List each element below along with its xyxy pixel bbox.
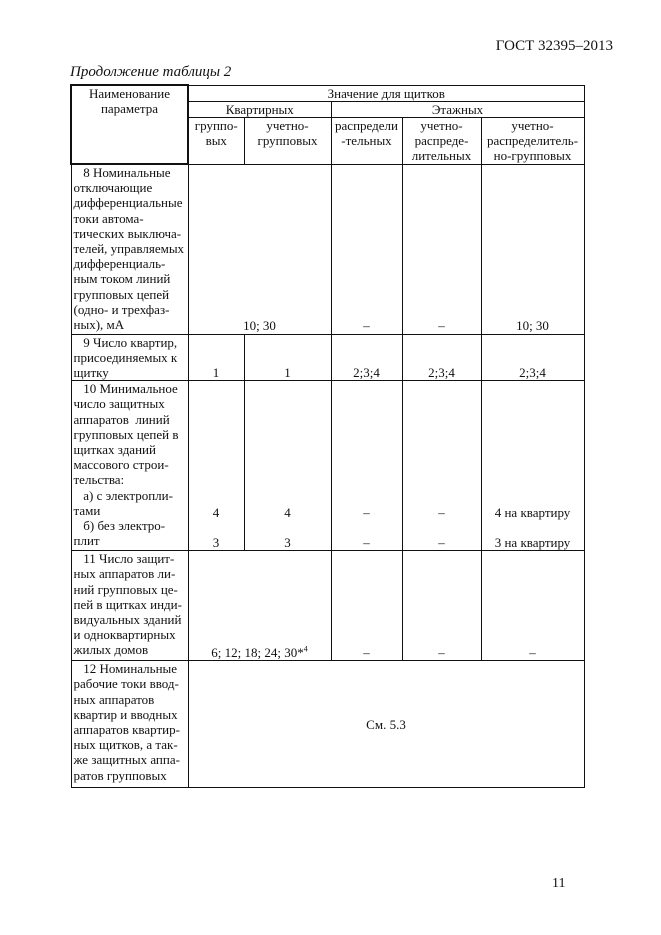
table-row: 11 Число защит- ных аппаратов ли- ний гр… — [70, 550, 585, 662]
footnote-ref: 4 — [303, 644, 308, 654]
header-col: учетно- распреде- лительных — [401, 116, 482, 165]
row-param: 10 Минимальное число защитных аппаратов … — [70, 380, 189, 552]
table-row: 10 Минимальное число защитных аппаратов … — [70, 380, 585, 552]
cell: 1 — [187, 333, 245, 382]
cell: 4 на квартиру 3 на квартиру — [480, 380, 585, 552]
cell: 1 — [243, 333, 332, 382]
cell: 4 3 — [187, 380, 245, 552]
table-row: 9 Число квартир, присоединяемых к щитку … — [70, 333, 585, 382]
table-header-row: Наименование параметра Значение для щитк… — [70, 83, 585, 166]
parameters-table: Наименование параметра Значение для щитк… — [70, 83, 585, 789]
header-col: группо- вых — [187, 116, 245, 165]
row-param: 8 Номинальные отключающие дифференциальн… — [70, 163, 189, 335]
cell: 10; 30 — [480, 163, 585, 335]
header-col: учетно- групповых — [243, 116, 332, 165]
cell: 2;3;4 — [401, 333, 482, 382]
cell: – — [401, 550, 482, 662]
cell: – – — [330, 380, 403, 552]
row-param: 9 Число квартир, присоединяемых к щитку — [70, 333, 189, 382]
cell-value: 6; 12; 18; 24; 30* — [211, 644, 304, 660]
header-col: распредели -тельных — [330, 116, 403, 165]
header-col: учетно- распределитель- но-групповых — [480, 116, 585, 165]
cell: 10; 30 — [187, 163, 332, 335]
cell: 2;3;4 — [330, 333, 403, 382]
row-param: 11 Число защит- ных аппаратов ли- ний гр… — [70, 550, 189, 662]
cell: – — [480, 550, 585, 662]
row-param: 12 Номинальные рабочие токи ввод- ных ап… — [70, 660, 189, 789]
header-apartment: Квартирных — [187, 100, 332, 118]
cell: – — [330, 163, 403, 335]
cell: См. 5.3 — [187, 660, 585, 789]
header-values-for: Значение для щитков — [187, 84, 585, 102]
cell: – — [330, 550, 403, 662]
document-id: ГОСТ 32395–2013 — [495, 38, 613, 54]
table-row: 12 Номинальные рабочие токи ввод- ных ап… — [70, 660, 585, 789]
table-header-row: Квартирных Этажных — [71, 100, 585, 118]
table-header-row: группо- вых учетно- групповых распредели… — [71, 116, 585, 165]
header-param: Наименование параметра — [70, 83, 189, 166]
header-floor: Этажных — [330, 100, 585, 118]
table-continuation-caption: Продолжение таблицы 2 — [70, 64, 232, 80]
cell: – — [401, 163, 482, 335]
table-row: 8 Номинальные отключающие дифференциальн… — [70, 163, 585, 335]
cell: 2;3;4 — [480, 333, 585, 382]
cell: – – — [401, 380, 482, 552]
cell: 6; 12; 18; 24; 30*4 — [187, 550, 332, 662]
page-number: 11 — [552, 876, 566, 891]
cell: 4 3 — [243, 380, 332, 552]
